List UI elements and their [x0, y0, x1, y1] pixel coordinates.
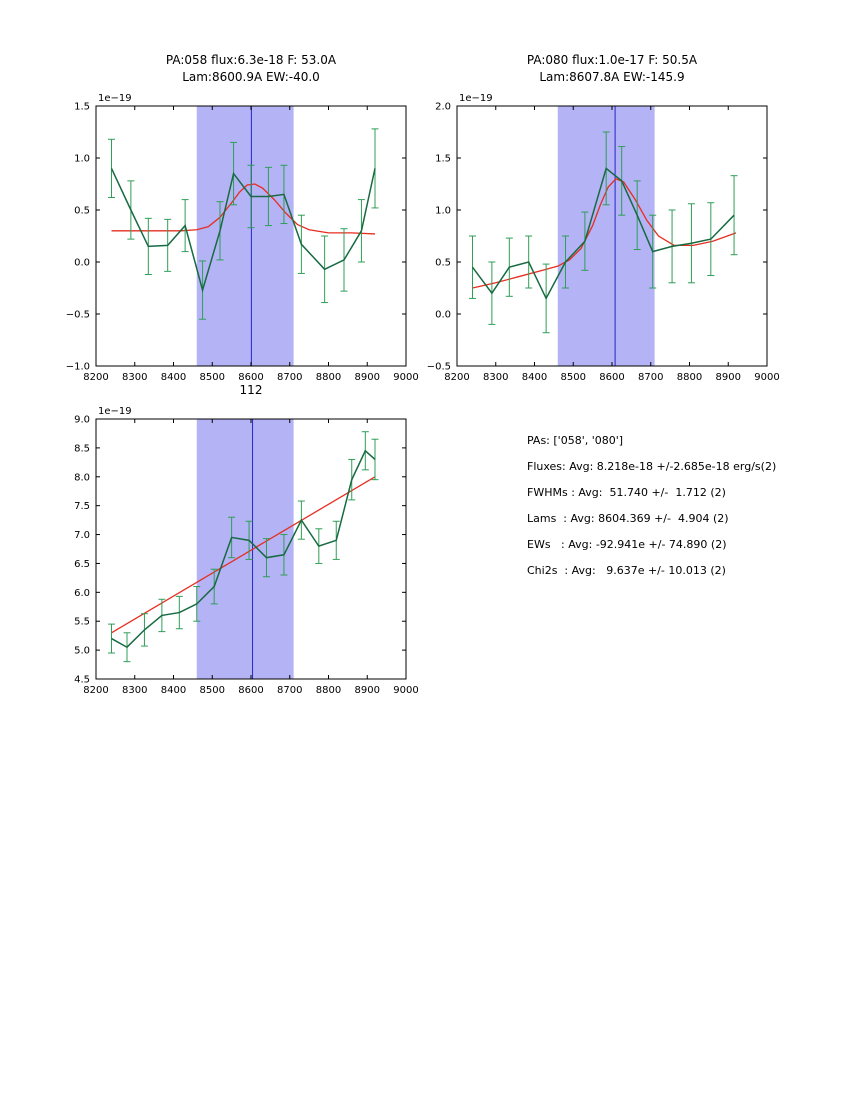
y-tick-label: 0.5: [74, 206, 90, 217]
y-tick-label: 1.0: [435, 206, 451, 217]
y-tick-label: 8.5: [74, 443, 90, 454]
x-tick-label: 8600: [599, 372, 624, 383]
fit-line: [111, 476, 376, 634]
plot-pa058: PA:058 flux:6.3e-18 F: 53.0A Lam:8600.9A…: [54, 52, 426, 386]
x-tick-label: 8900: [716, 372, 741, 383]
y-tick-label: 7.5: [74, 501, 90, 512]
y-tick-label: 1.5: [74, 102, 90, 113]
y-tick-label: −1.0: [66, 362, 90, 373]
summary-fwhms: FWHMs : Avg: 51.740 +/- 1.712 (2): [527, 486, 726, 499]
y-tick-label: 0.0: [435, 310, 451, 321]
y-tick-label: 0.0: [74, 258, 90, 269]
x-tick-label: 8900: [355, 372, 380, 383]
y-tick-label: 0.5: [435, 258, 451, 269]
plot-title-line2: Lam:8600.9A EW:-40.0: [182, 70, 320, 84]
data-line: [471, 167, 735, 301]
plot-title-line1: PA:080 flux:1.0e-17 F: 50.5A: [526, 53, 698, 67]
y-tick-label: 7.0: [74, 530, 90, 541]
x-tick-label: 8600: [238, 372, 263, 383]
summary-pas: PAs: ['058', '080']: [527, 434, 624, 447]
data-line: [111, 449, 376, 649]
x-tick-label: 8200: [83, 685, 108, 696]
highlight-band: [196, 419, 294, 679]
plot-title-line2: Lam:8607.8A EW:-145.9: [539, 70, 685, 84]
x-tick-label: 8200: [83, 372, 108, 383]
x-tick-label: 8700: [277, 372, 302, 383]
x-tick-label: 8700: [277, 685, 302, 696]
summary-fluxes: Fluxes: Avg: 8.218e-18 +/-2.685e-18 erg/…: [527, 460, 777, 473]
y-axis-offset-label: 1e−19: [98, 406, 132, 417]
y-tick-label: 9.0: [74, 415, 90, 426]
y-tick-label: 8.0: [74, 472, 90, 483]
x-tick-label: 8300: [122, 685, 147, 696]
x-tick-label: 8600: [238, 685, 263, 696]
plot-title-line1: 112: [239, 383, 263, 397]
x-tick-label: 8400: [161, 372, 186, 383]
data-line: [110, 168, 376, 293]
highlight-band: [196, 106, 294, 366]
x-tick-label: 8400: [161, 685, 186, 696]
plot-pa058-title: PA:058 flux:6.3e-18 F: 53.0A Lam:8600.9A…: [96, 52, 406, 86]
summary-panel: PAs: ['058', '080'] Fluxes: Avg: 8.218e-…: [527, 432, 776, 588]
x-tick-label: 8500: [561, 372, 586, 383]
plot-pa080-title: PA:080 flux:1.0e-17 F: 50.5A Lam:8607.8A…: [457, 52, 767, 86]
y-axis-offset-label: 1e−19: [459, 93, 493, 104]
y-tick-label: 5.5: [74, 617, 90, 628]
summary-lams: Lams : Avg: 8604.369 +/- 4.904 (2): [527, 512, 729, 525]
y-tick-label: 1.0: [74, 154, 90, 165]
y-tick-label: 4.5: [74, 675, 90, 686]
plot-title-line1: PA:058 flux:6.3e-18 F: 53.0A: [165, 53, 337, 67]
y-tick-label: −0.5: [66, 310, 90, 321]
y-tick-label: 2.0: [435, 102, 451, 113]
x-tick-label: 8200: [444, 372, 469, 383]
plot-pa080: PA:080 flux:1.0e-17 F: 50.5A Lam:8607.8A…: [415, 52, 787, 386]
y-axis-offset-label: 1e−19: [98, 93, 132, 104]
plot-112-title: 112: [96, 382, 406, 399]
y-tick-label: 6.0: [74, 588, 90, 599]
x-tick-label: 8800: [316, 685, 341, 696]
x-tick-label: 8400: [522, 372, 547, 383]
y-tick-label: 1.5: [435, 154, 451, 165]
summary-ews: EWs : Avg: -92.941e +/- 74.890 (2): [527, 538, 727, 551]
x-tick-label: 8800: [677, 372, 702, 383]
x-tick-label: 8500: [200, 372, 225, 383]
plot-pa080-axes: 8200 8300 8400 8500 8600 8700 8800 8900 9000 −0.5…: [427, 93, 780, 383]
plot-pa058-axes: 8200 8300 8400 8500 8600 8700 8800 8900 9000 −1.0…: [66, 93, 419, 383]
x-tick-label: 8900: [355, 685, 380, 696]
plot-112-axes: 8200 8300 8400 8500 8600 8700 8800 8900 9000 4.5 5…: [74, 406, 419, 696]
summary-chi2s: Chi2s : Avg: 9.637e +/- 10.013 (2): [527, 564, 726, 577]
x-tick-label: 8300: [483, 372, 508, 383]
x-tick-label: 8500: [200, 685, 225, 696]
x-tick-label: 8300: [122, 372, 147, 383]
y-tick-label: 5.0: [74, 646, 90, 657]
x-tick-label: 8800: [316, 372, 341, 383]
x-tick-label: 9000: [393, 372, 418, 383]
x-tick-label: 9000: [754, 372, 779, 383]
y-tick-label: 6.5: [74, 559, 90, 570]
plot-112: 112 8200 8300 8400 8500 8600 8700 8800 8900 9000…: [54, 382, 426, 699]
x-tick-label: 9000: [393, 685, 418, 696]
y-tick-label: −0.5: [427, 362, 451, 373]
x-tick-label: 8700: [638, 372, 663, 383]
